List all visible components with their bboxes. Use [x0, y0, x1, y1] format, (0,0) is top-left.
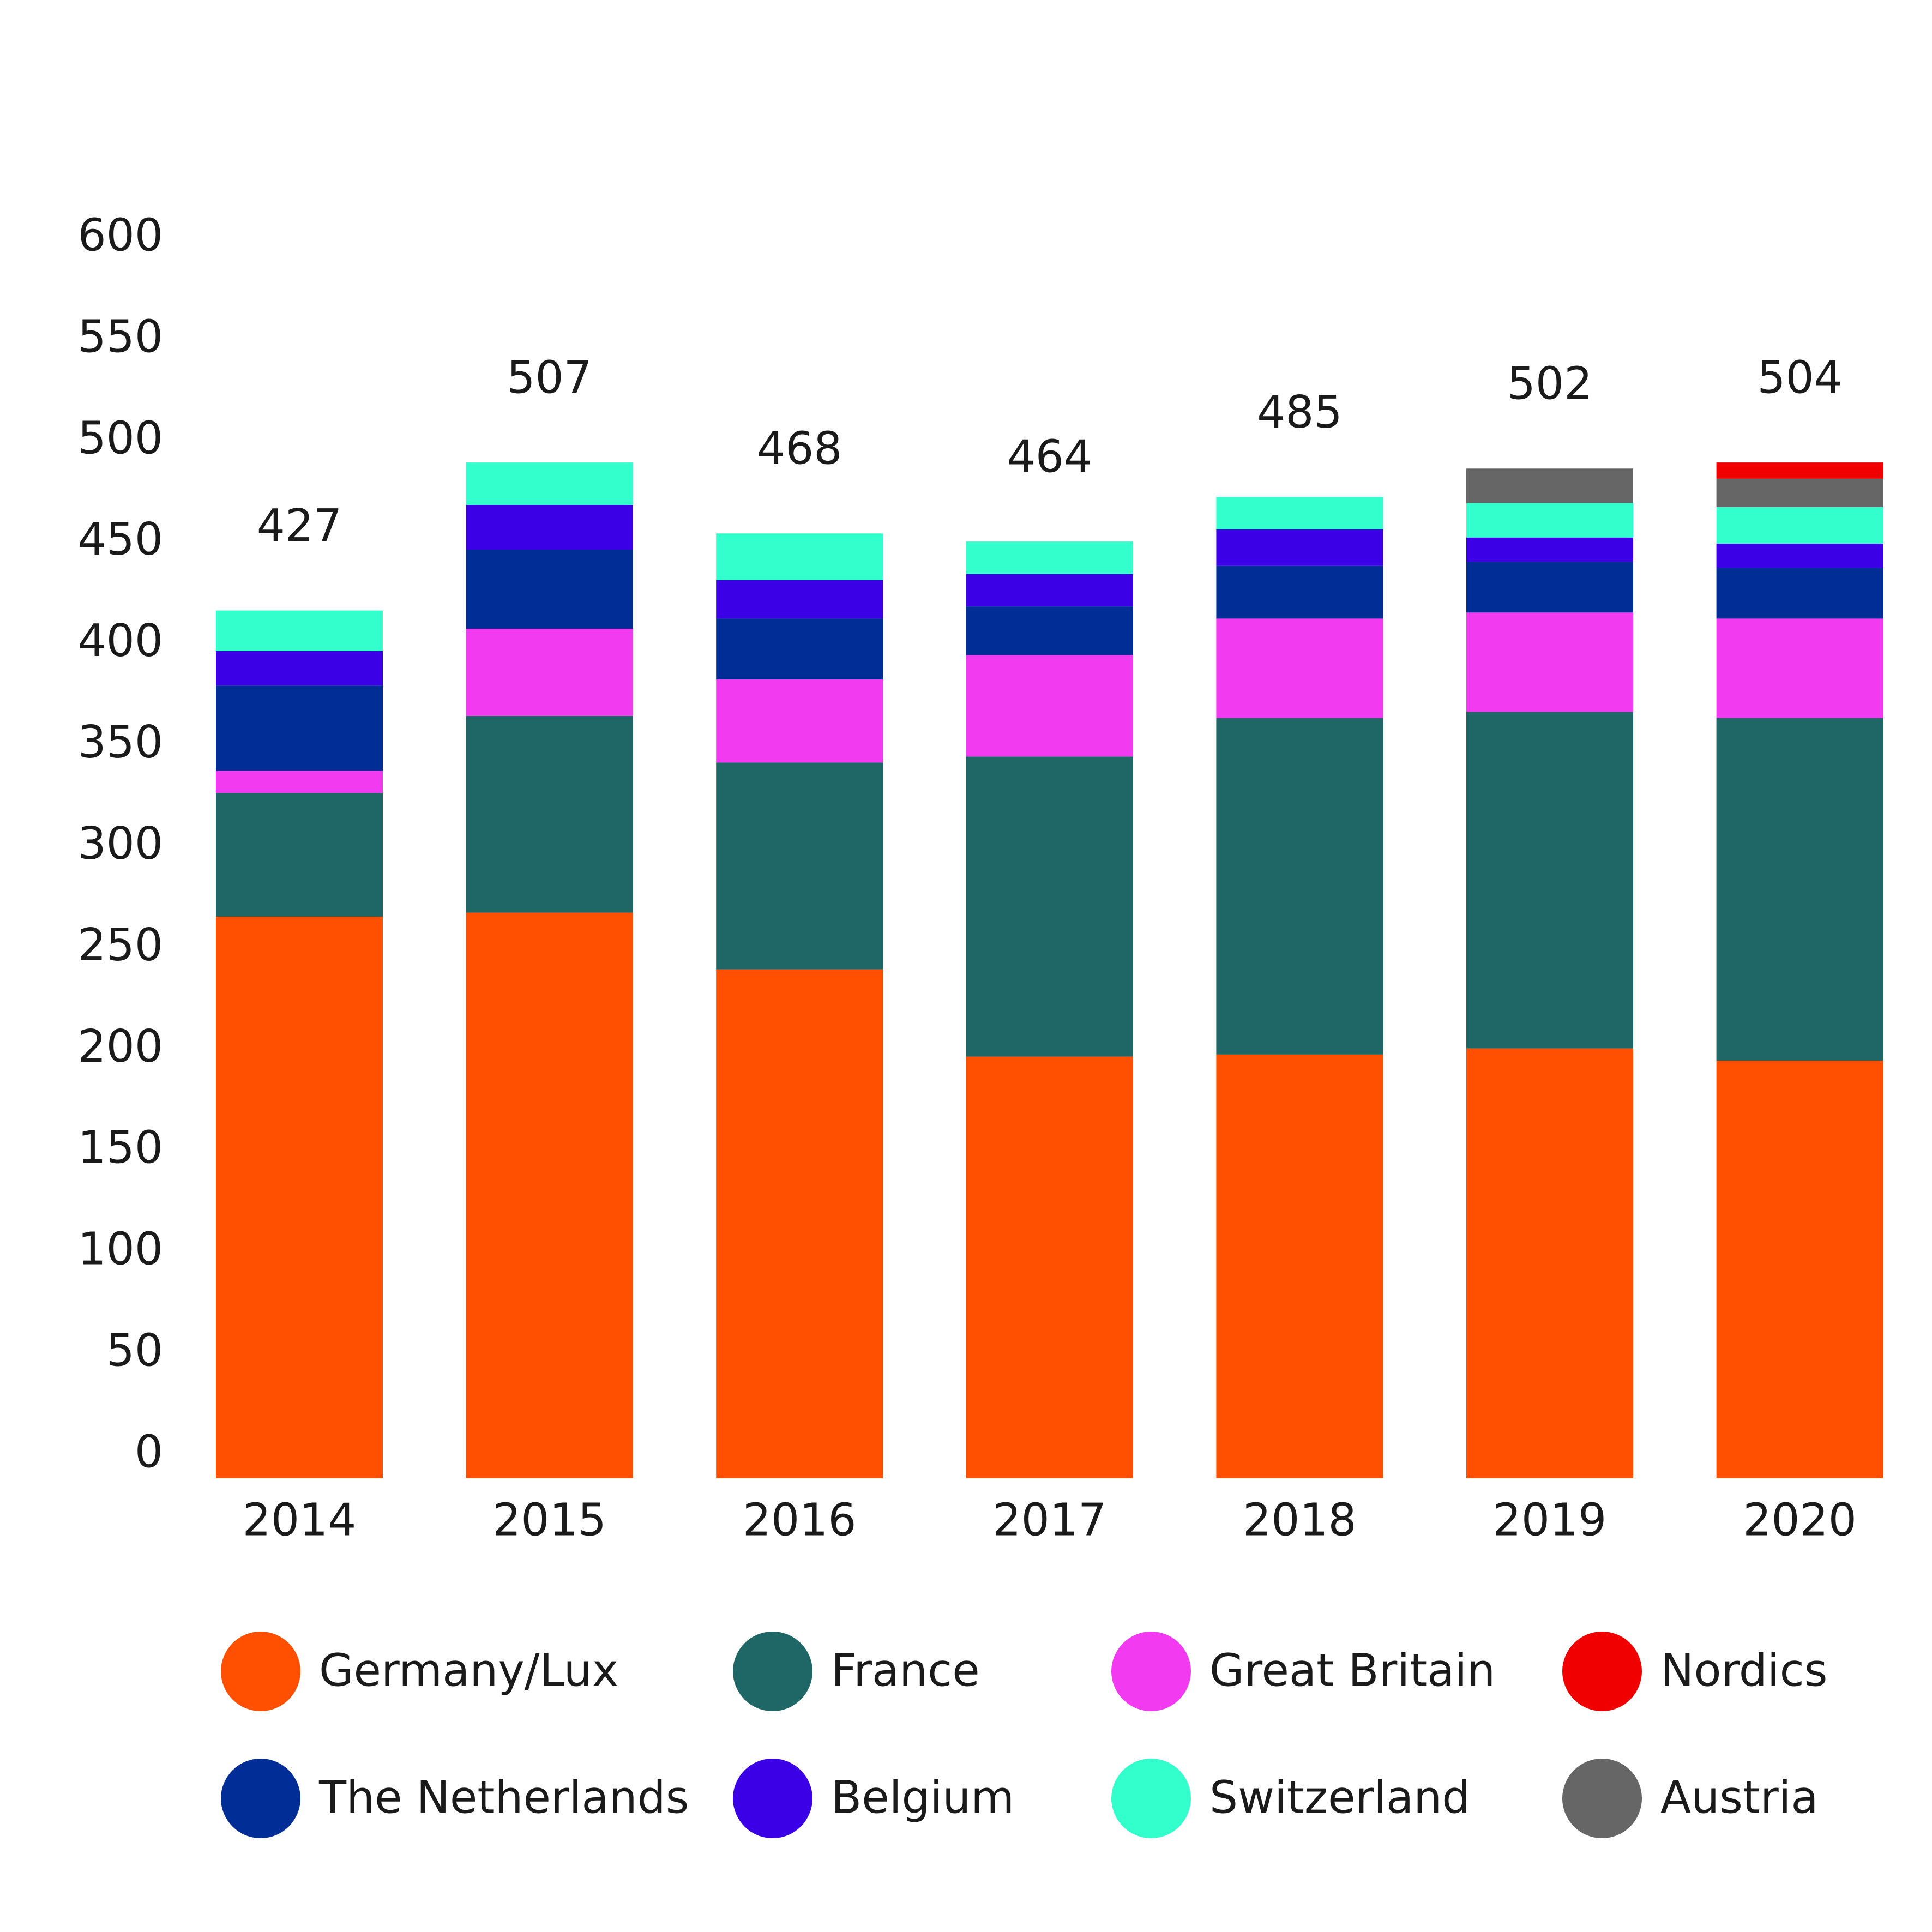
bar-segment — [1216, 1054, 1383, 1478]
bar-segment — [1716, 718, 1883, 1061]
bar-segment — [1466, 537, 1633, 562]
bar-segment — [1216, 618, 1383, 718]
x-tick-label: 2016 — [743, 1494, 857, 1546]
bar-segment — [1466, 712, 1633, 1049]
bar-segment — [966, 1056, 1133, 1478]
bar-segment — [966, 541, 1133, 574]
total-label: 502 — [1507, 358, 1593, 410]
legend-label: Belgium — [831, 1772, 1014, 1823]
y-tick-label: 200 — [77, 1021, 163, 1073]
bar-segment — [466, 505, 633, 550]
y-tick-label: 0 — [135, 1426, 163, 1478]
bar-segment — [716, 618, 883, 679]
legend-swatch — [1111, 1759, 1191, 1838]
bar-segment — [716, 969, 883, 1478]
bar-segment — [1466, 503, 1633, 538]
bar-segment — [1466, 612, 1633, 712]
bar-segment — [966, 756, 1133, 1057]
bar-segment — [716, 580, 883, 619]
bar-segment — [1716, 543, 1883, 568]
legend-label: Austria — [1660, 1772, 1819, 1823]
bar-segment — [466, 550, 633, 629]
y-tick-label: 300 — [77, 818, 163, 870]
bar-segment — [1216, 565, 1383, 619]
total-label: 464 — [1007, 431, 1093, 483]
bar-segment — [1216, 497, 1383, 529]
bar-segment — [1216, 718, 1383, 1055]
y-tick-label: 550 — [77, 311, 163, 363]
bar-segment — [216, 610, 383, 651]
legend-label: Nordics — [1660, 1645, 1827, 1696]
bar-segment — [1216, 529, 1383, 566]
y-tick-label: 50 — [106, 1325, 163, 1377]
bar-segment — [966, 574, 1133, 607]
bar-segment — [966, 606, 1133, 655]
bar-segment — [1716, 478, 1883, 507]
legend-label: Great Britain — [1209, 1645, 1495, 1696]
bar-segment — [1716, 568, 1883, 619]
bar-segment — [216, 793, 383, 917]
bar-segment — [1466, 1048, 1633, 1478]
y-tick-label: 450 — [77, 514, 163, 565]
y-tick-label: 150 — [77, 1122, 163, 1174]
bar-segment — [1716, 507, 1883, 544]
x-tick-label: 2020 — [1743, 1494, 1857, 1546]
legend-swatch — [221, 1632, 300, 1711]
x-tick-label: 2017 — [992, 1494, 1106, 1546]
bar-segment — [466, 629, 633, 716]
total-label: 507 — [507, 352, 592, 404]
legend-swatch — [733, 1759, 812, 1838]
bar-segment — [966, 655, 1133, 757]
total-label: 468 — [757, 423, 842, 475]
bar-segment — [216, 685, 383, 771]
x-tick-label: 2014 — [243, 1494, 357, 1546]
legend-swatch — [1562, 1632, 1642, 1711]
y-tick-label: 600 — [77, 209, 163, 261]
y-tick-label: 100 — [77, 1224, 163, 1275]
bar-segment — [1716, 1061, 1883, 1478]
y-tick-label: 500 — [77, 412, 163, 464]
bar-segment — [1716, 462, 1883, 479]
bar-segment — [466, 912, 633, 1478]
bar-segment — [216, 771, 383, 793]
bar-segment — [1466, 562, 1633, 613]
bar-segment — [716, 679, 883, 763]
x-tick-label: 2019 — [1493, 1494, 1607, 1546]
total-label: 427 — [257, 500, 342, 552]
legend-swatch — [733, 1632, 812, 1711]
legend-label: Germany/Lux — [319, 1645, 618, 1696]
legend-swatch — [1562, 1759, 1642, 1838]
legend-label: The Netherlands — [318, 1772, 689, 1823]
x-tick-label: 2015 — [492, 1494, 606, 1546]
y-tick-label: 350 — [77, 717, 163, 768]
legend-label: Switzerland — [1209, 1772, 1470, 1823]
y-tick-label: 400 — [77, 615, 163, 667]
total-label: 485 — [1257, 387, 1343, 438]
bar-segment — [466, 715, 633, 913]
bar-segment — [216, 651, 383, 686]
bar-segment — [466, 462, 633, 505]
legend-swatch — [221, 1759, 300, 1838]
bar-segment — [716, 762, 883, 970]
bar-segment — [216, 917, 383, 1478]
total-label: 504 — [1757, 352, 1843, 404]
bar-segment — [716, 533, 883, 580]
x-tick-label: 2018 — [1243, 1494, 1357, 1546]
legend-label: France — [831, 1645, 980, 1696]
legend-swatch — [1111, 1632, 1191, 1711]
bar-segment — [1466, 468, 1633, 503]
y-tick-label: 250 — [77, 919, 163, 971]
bar-segment — [1716, 618, 1883, 718]
